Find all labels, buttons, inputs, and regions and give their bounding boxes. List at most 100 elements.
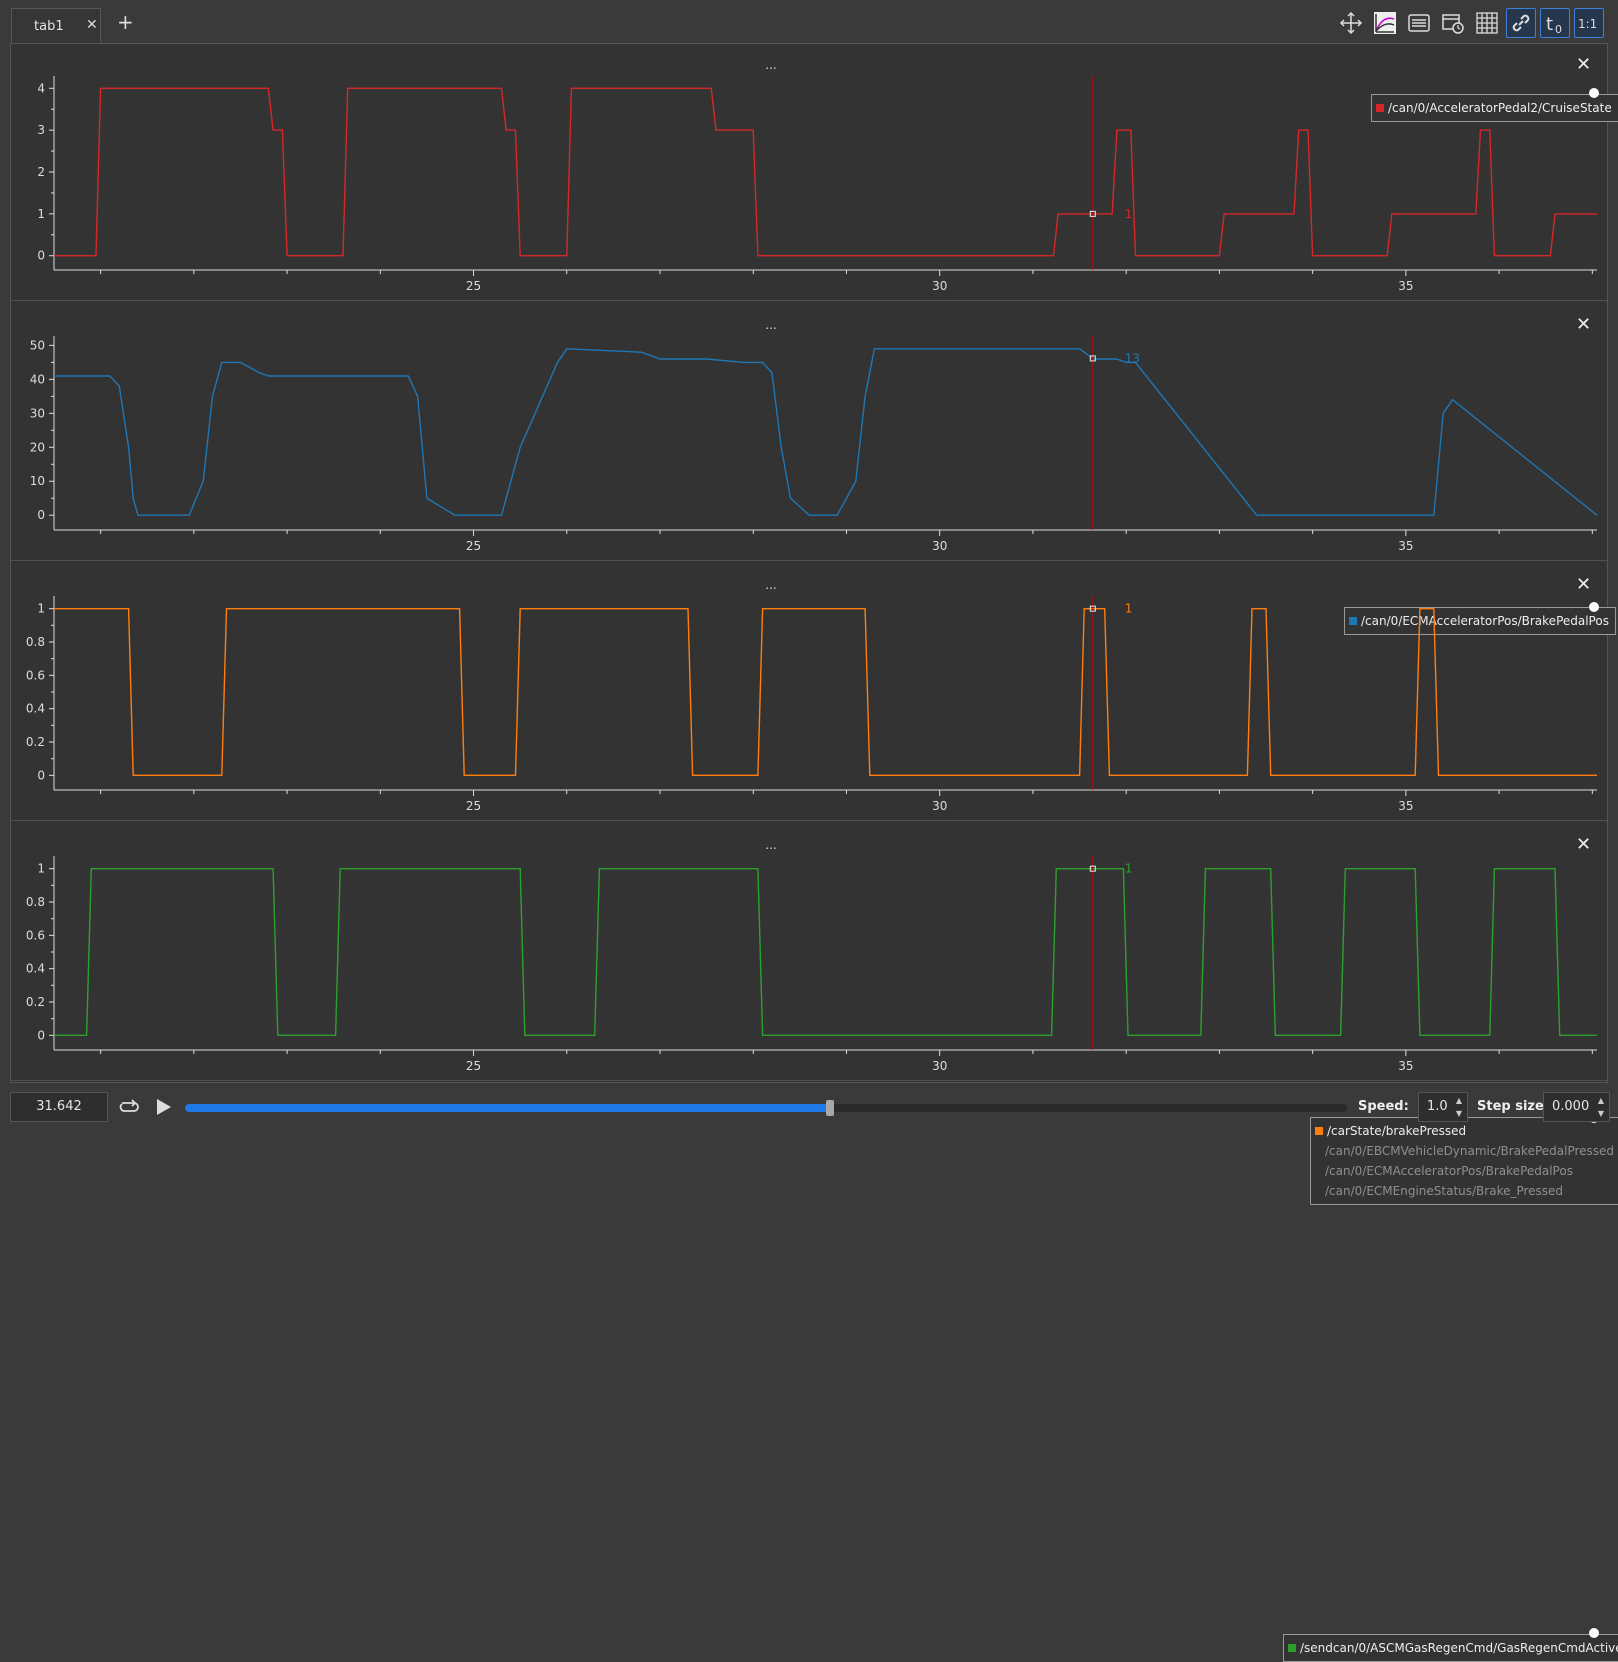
legend-swatch [1376,104,1384,112]
x-tick-label: 35 [1398,1059,1413,1073]
series-line [54,348,1598,516]
y-tick-label: 0.8 [26,635,45,649]
cursor-marker [1089,605,1096,612]
move-arrows-icon[interactable] [1336,8,1366,38]
legend-item[interactable]: /can/0/ECMAcceleratorPos/BrakePedalPos [1349,611,1609,631]
plot-legend[interactable]: /sendcan/0/ASCMGasRegenCmd/GasRegenCmdAc… [1283,1634,1618,1662]
x-tick-label: 30 [932,1059,947,1073]
close-tab-icon[interactable]: ✕ [86,17,98,33]
legend-label: /can/0/ECMAcceleratorPos/BrakePedalPos [1325,1164,1573,1178]
close-plot-icon[interactable]: ✕ [1576,574,1592,595]
link-icon[interactable] [1506,8,1536,38]
cursor-marker [1089,355,1096,362]
y-tick-label: 1 [37,207,45,221]
playback-bar: 31.642 Speed: 1.0 ▲ ▼ Step size: 0.000 ▲… [0,1090,1618,1137]
step-size-value: 0.000 [1552,1099,1590,1114]
legend-drag-handle[interactable] [1589,602,1599,612]
y-tick-label: 0 [37,768,45,782]
plot-title: ... [765,58,777,72]
svg-text:t: t [1546,14,1553,35]
legend-label: /carState/brakePressed [1327,1124,1467,1138]
time-slider-handle[interactable] [825,1100,834,1116]
time-slider[interactable] [185,1100,1347,1116]
y-tick-label: 2 [37,165,45,179]
legend-item[interactable]: /sendcan/0/ASCMGasRegenCmd/GasRegenCmdAc… [1288,1638,1618,1658]
cursor-value-label: 1 [1125,207,1133,221]
svg-text:1:1: 1:1 [1578,17,1597,31]
plot-panel[interactable]: 0 1 2 3 4 25 30 35 1... ✕ /can/0/AcceleratorPedal2… [11,44,1618,301]
step-down-arrow-icon[interactable]: ▼ [1597,1109,1605,1118]
plot-panel[interactable]: 0 10 20 30 40 50 25 30 35 13... ✕ /can/0/ECMAcceler… [11,304,1616,635]
calendar-clock-icon[interactable] [1438,8,1468,38]
grid-icon[interactable] [1472,8,1502,38]
cursor-marker [1089,210,1096,217]
y-tick-label: 0.8 [26,895,45,909]
series-line [54,608,1597,777]
legend-item[interactable]: /can/0/AcceleratorPedal2/CruiseState [1376,98,1612,118]
x-tick-label: 25 [466,539,481,553]
legend-item[interactable]: /can/0/EBCMVehicleDynamic/BrakePedalPres… [1315,1141,1614,1161]
y-tick-label: 0.2 [26,995,45,1009]
series-line [54,87,1597,257]
list-icon[interactable] [1404,8,1434,38]
legend-drag-handle[interactable] [1589,1628,1599,1638]
y-tick-label: 3 [37,123,45,137]
plot-title: ... [765,838,777,852]
plot-legend[interactable]: /can/0/AcceleratorPedal2/CruiseState [1371,94,1618,122]
legend-label: /can/0/AcceleratorPedal2/CruiseState [1388,101,1612,115]
x-tick-label: 25 [466,1059,481,1073]
speed-down-arrow-icon[interactable]: ▼ [1455,1109,1463,1118]
ratio-icon[interactable]: 1:1 [1574,8,1604,38]
legend-swatch [1288,1644,1296,1652]
y-tick-label: 1 [37,602,45,616]
plot-legend[interactable]: /can/0/ECMAcceleratorPos/BrakePedalPos [1344,607,1616,635]
svg-text:0: 0 [1555,23,1562,35]
close-plot-icon[interactable]: ✕ [1576,834,1592,855]
y-tick-label: 0.2 [26,735,45,749]
loop-icon[interactable] [117,1096,141,1118]
legend-item[interactable]: /carState/brakePressed [1315,1121,1614,1141]
speed-spinbox[interactable]: 1.0 ▲ ▼ [1418,1092,1468,1122]
plot-canvas[interactable]: 0 10 20 30 40 50 25 30 35 13 [11,304,1607,560]
legend-item[interactable]: /can/0/ECMAcceleratorPos/BrakePedalPos [1315,1161,1614,1181]
close-plot-icon[interactable]: ✕ [1576,314,1592,335]
step-up-arrow-icon[interactable]: ▲ [1597,1096,1605,1105]
y-tick-label: 4 [37,81,45,95]
plot-canvas[interactable]: 0 0.2 0.4 0.6 0.8 1 25 30 35 1 [11,824,1607,1080]
y-tick-label: 20 [30,440,45,454]
plot-panel[interactable]: 0 0.2 0.4 0.6 0.8 1 25 30 35 1... ✕ /carState/brake… [11,564,1618,1205]
plot-canvas[interactable]: 0 1 2 3 4 25 30 35 1 [11,44,1607,300]
plot-panel[interactable]: 0 0.2 0.4 0.6 0.8 1 25 30 35 1... ✕ /sendcan/0/ASCM… [11,824,1618,1662]
speed-value: 1.0 [1427,1099,1448,1114]
play-icon[interactable] [152,1096,174,1118]
tab-tab1[interactable]: tab1 ✕ [11,8,101,44]
legend-label: /sendcan/0/ASCMGasRegenCmd/GasRegenCmdAc… [1300,1641,1618,1655]
cursor-value-label: 13 [1125,351,1140,365]
plot-canvas[interactable]: 0 0.2 0.4 0.6 0.8 1 25 30 35 1 [11,564,1607,820]
add-tab-button[interactable]: + [117,10,134,34]
step-size-spinbox[interactable]: 0.000 ▲ ▼ [1543,1092,1610,1122]
y-tick-label: 0.4 [26,962,45,976]
speed-up-arrow-icon[interactable]: ▲ [1455,1096,1463,1105]
time-input[interactable]: 31.642 [10,1092,108,1122]
y-tick-label: 30 [30,406,45,420]
x-tick-label: 25 [466,799,481,813]
plot-title: ... [765,578,777,592]
x-tick-label: 30 [932,539,947,553]
y-tick-label: 0 [37,508,45,522]
legend-drag-handle[interactable] [1589,88,1599,98]
y-tick-label: 0 [37,249,45,263]
y-tick-label: 50 [30,338,45,352]
y-tick-label: 40 [30,372,45,386]
legend-label: /can/0/ECMAcceleratorPos/BrakePedalPos [1361,614,1609,628]
zoom-out-curves-icon[interactable] [1370,8,1400,38]
close-plot-icon[interactable]: ✕ [1576,54,1592,75]
y-tick-label: 0.6 [26,928,45,942]
y-tick-label: 0.6 [26,668,45,682]
tab-label: tab1 [34,19,64,34]
legend-item[interactable]: /can/0/ECMEngineStatus/Brake_Pressed [1315,1181,1614,1201]
y-tick-label: 0.4 [26,702,45,716]
cursor-value-label: 1 [1125,602,1133,616]
